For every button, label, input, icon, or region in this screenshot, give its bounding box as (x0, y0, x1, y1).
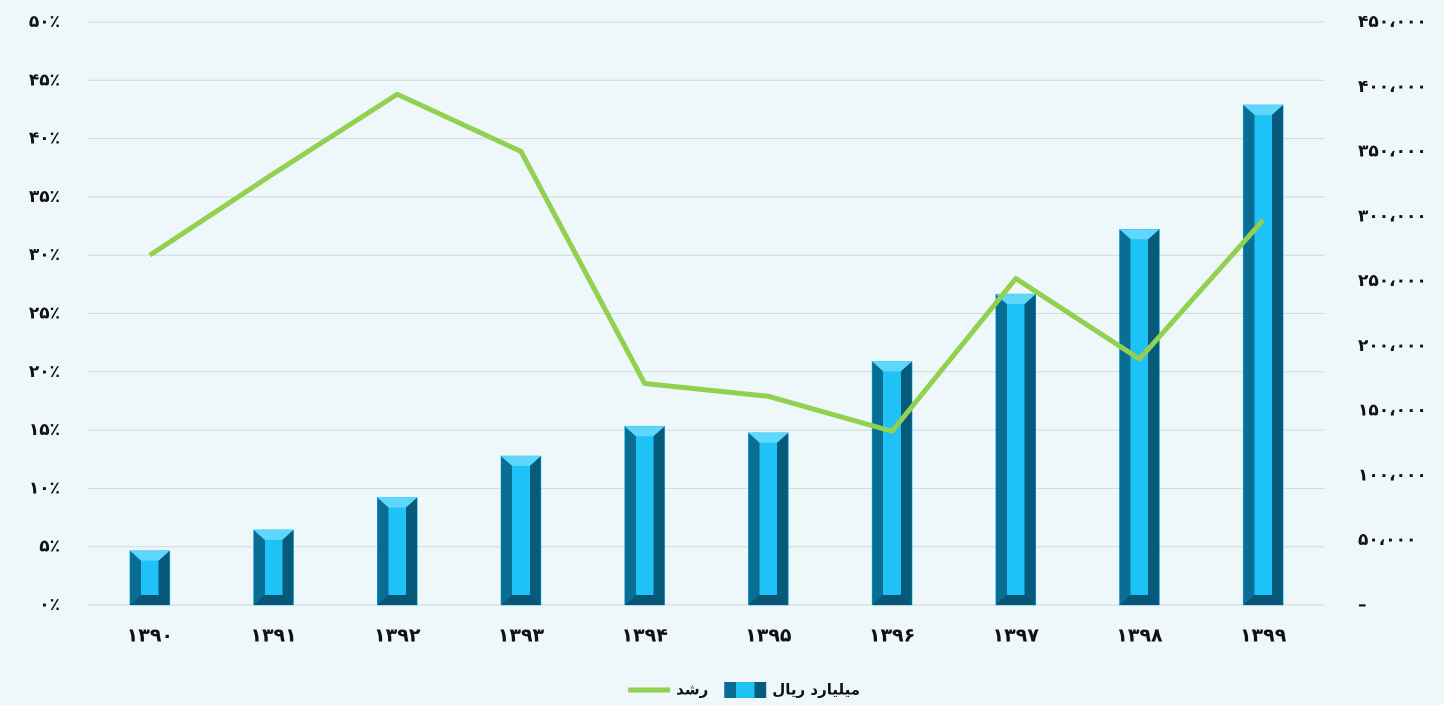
bar-base (377, 595, 418, 605)
y-tick-label: ۵٪ (39, 537, 60, 557)
bar-cap (253, 529, 294, 540)
y2-tick-label: – (1358, 595, 1367, 615)
y-tick-label: ۴۰٪ (29, 129, 60, 149)
y-tick-label: ۰٪ (39, 595, 60, 615)
y-tick-label: ۲۰٪ (29, 362, 60, 382)
bar-cap (995, 294, 1036, 305)
y-tick-label: ۴۵٪ (29, 70, 60, 90)
bar (377, 497, 418, 606)
bar-cap (1119, 229, 1160, 240)
bar-base (253, 595, 294, 605)
y2-tick-label: ۳۵۰،۰۰۰ (1358, 142, 1427, 162)
x-tick-label: ۱۳۹۰ (127, 625, 173, 647)
legend-label: رشد (676, 681, 708, 699)
y2-tick-label: ۲۵۰،۰۰۰ (1358, 271, 1427, 291)
x-tick-label: ۱۳۹۶ (869, 625, 915, 647)
x-tick-label: ۱۳۹۴ (621, 625, 667, 647)
y-tick-label: ۳۰٪ (29, 245, 60, 265)
bar-cap (748, 432, 789, 443)
legend-swatch (724, 682, 767, 698)
y-tick-label: ۱۰٪ (29, 478, 60, 498)
x-tick-label: ۱۳۹۲ (374, 625, 421, 647)
bar-cap (872, 361, 913, 372)
bar-base (748, 595, 789, 605)
bar (995, 293, 1036, 606)
x-tick-label: ۱۳۹۹ (1240, 625, 1287, 647)
y-tick-label: ۲۵٪ (29, 304, 60, 324)
bar-base (624, 595, 665, 605)
x-tick-label: ۱۳۹۸ (1116, 625, 1163, 647)
bar (748, 432, 789, 606)
bar-cap (624, 426, 665, 437)
bar (253, 529, 294, 606)
bar-cap (129, 550, 170, 561)
legend-label: میلیارد ریال (772, 681, 860, 699)
y-tick-label: ۱۵٪ (29, 420, 60, 440)
bar (1119, 229, 1160, 606)
y2-tick-label: ۳۰۰،۰۰۰ (1358, 206, 1427, 226)
x-tick-label: ۱۳۹۷ (993, 625, 1040, 647)
x-tick-label: ۱۳۹۳ (498, 625, 545, 647)
x-tick-label: ۱۳۹۱ (250, 625, 296, 647)
y2-tick-label: ۱۵۰،۰۰۰ (1358, 401, 1427, 421)
y2-tick-label: ۴۵۰،۰۰۰ (1358, 12, 1427, 32)
y-tick-label: ۵۰٪ (29, 12, 60, 32)
y2-tick-label: ۵۰،۰۰۰ (1358, 530, 1416, 550)
bar-cap (1243, 104, 1284, 115)
line (148, 91, 1266, 434)
bar-base (995, 595, 1036, 605)
bar-cap (500, 456, 541, 467)
bar (624, 425, 665, 606)
bar-base (872, 595, 913, 605)
bar-base (1243, 595, 1284, 605)
y2-tick-label: ۲۰۰،۰۰۰ (1358, 336, 1427, 356)
y2-tick-label: ۱۰۰،۰۰۰ (1358, 465, 1427, 485)
y-tick-label: ۳۵٪ (29, 187, 60, 207)
y2-tick-label: ۴۰۰،۰۰۰ (1358, 77, 1427, 97)
bar-cap (377, 497, 418, 508)
bar-base (500, 595, 541, 605)
bar (871, 361, 913, 606)
bar (1242, 104, 1284, 606)
bar (500, 455, 542, 606)
x-tick-label: ۱۳۹۵ (745, 625, 792, 647)
bar-base (1119, 595, 1160, 605)
bar-base (129, 595, 170, 605)
